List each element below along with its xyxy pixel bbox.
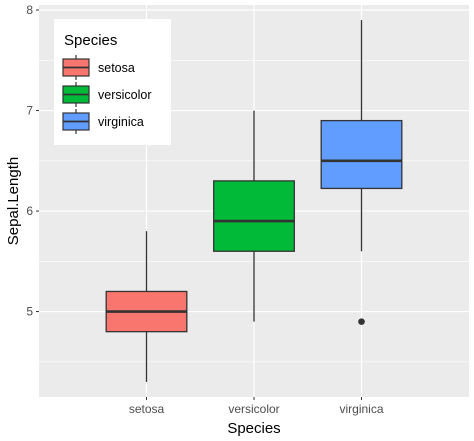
- box-iqr: [320, 119, 403, 190]
- legend: Species setosa versicolor virginica: [54, 19, 171, 145]
- legend-label: versicolor: [98, 88, 152, 102]
- y-tick-label: 7: [26, 104, 33, 118]
- box-virginica: [320, 20, 403, 325]
- outlier-point: [358, 318, 365, 325]
- legend-label: virginica: [98, 115, 144, 129]
- box-group: [105, 20, 403, 382]
- x-axis-title: Species: [227, 420, 280, 437]
- legend-item-versicolor: versicolor: [62, 82, 152, 107]
- legend-title: Species: [64, 32, 117, 49]
- legend-item-virginica: virginica: [62, 109, 144, 134]
- box-iqr: [213, 180, 295, 252]
- y-axis-ticks: 5 6 7 8: [26, 3, 39, 319]
- x-tick-label: virginica: [339, 402, 383, 416]
- x-tick-label: setosa: [129, 402, 165, 416]
- y-axis-title: Sepal.Length: [5, 157, 22, 245]
- legend-item-setosa: setosa: [62, 55, 135, 80]
- y-tick-label: 5: [26, 305, 33, 319]
- x-axis-ticks: setosa versicolor virginica: [129, 397, 384, 416]
- box-versicolor: [213, 110, 295, 322]
- y-tick-label: 6: [26, 204, 33, 218]
- legend-items: setosa versicolor virginica: [62, 55, 152, 134]
- x-tick-label: versicolor: [228, 402, 279, 416]
- y-tick-label: 8: [26, 3, 33, 17]
- box-setosa: [105, 231, 188, 382]
- legend-label: setosa: [98, 61, 135, 75]
